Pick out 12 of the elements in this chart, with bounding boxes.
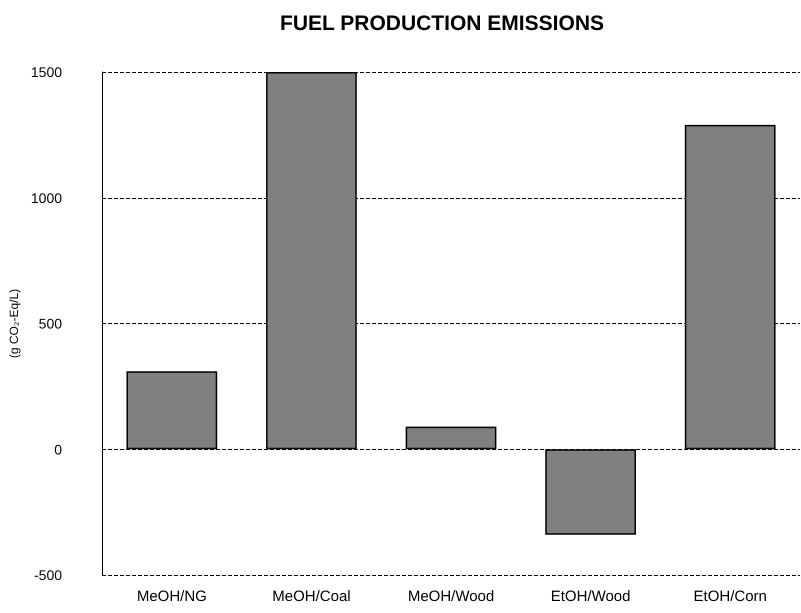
y-tick-label: 0 xyxy=(54,441,62,458)
y-tick-label: 1500 xyxy=(30,64,62,80)
x-tick-label: MeOH/Coal xyxy=(272,588,351,605)
x-tick-label: MeOH/NG xyxy=(136,588,207,605)
y-axis-title: (g CO₂-Eq/L) xyxy=(7,288,21,358)
chart-title: FUEL PRODUCTION EMISSIONS xyxy=(280,12,604,35)
x-tick-label: EtOH/Wood xyxy=(550,588,630,605)
x-tick-label: EtOH/Corn xyxy=(694,588,767,605)
x-tick-label: MeOH/Wood xyxy=(408,588,494,605)
y-tick-label: 1000 xyxy=(30,190,62,206)
y-tick-label: -500 xyxy=(34,567,62,583)
y-tick-label: 500 xyxy=(38,316,62,332)
